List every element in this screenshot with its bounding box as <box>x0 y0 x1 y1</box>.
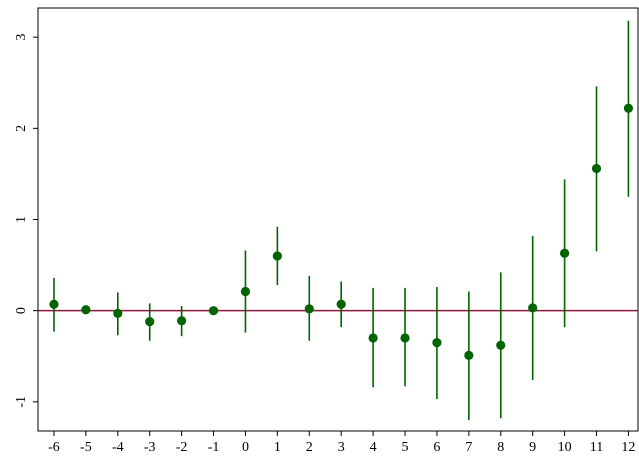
point-estimate <box>240 286 251 297</box>
plot-frame <box>37 7 639 432</box>
point-estimate <box>400 333 410 343</box>
point-estimate <box>113 308 123 318</box>
point-estimate <box>432 337 442 348</box>
x-tick-label: 4 <box>370 440 377 455</box>
y-tick-label: 2 <box>14 125 29 132</box>
x-tick-label: -4 <box>112 440 124 455</box>
x-tick-label: 8 <box>497 440 504 455</box>
x-tick-label: 9 <box>529 440 536 455</box>
point-estimate <box>304 304 314 314</box>
point-estimate <box>496 340 506 350</box>
x-tick-label: -5 <box>80 440 92 455</box>
x-tick-label: 0 <box>242 440 249 455</box>
x-tick-label: 7 <box>465 440 472 455</box>
x-tick-label: 6 <box>433 440 440 455</box>
x-tick-label: -1 <box>208 440 220 455</box>
x-tick-label: 12 <box>621 440 635 455</box>
point-estimate <box>528 303 538 313</box>
point-estimate <box>559 248 570 258</box>
point-estimate <box>177 316 187 326</box>
confidence-intervals <box>53 20 630 421</box>
y-tick-label: -1 <box>14 396 29 408</box>
x-axis: -6 -5 -4 -3 -2 -1 0 1 2 3 4 5 6 7 8 9 10 11 12 <box>48 431 635 455</box>
point-estimate <box>49 299 59 309</box>
point-estimate <box>464 350 474 360</box>
x-tick-label: 5 <box>402 440 409 455</box>
point-estimate <box>623 103 634 113</box>
y-axis: -1 0 1 2 3 <box>14 34 38 408</box>
point-estimate <box>81 305 91 315</box>
point-estimate <box>336 299 346 309</box>
point-estimate <box>145 317 155 327</box>
x-tick-label: 3 <box>338 440 345 455</box>
y-tick-label: 3 <box>14 34 29 41</box>
y-tick-label: 0 <box>14 307 29 314</box>
point-estimate <box>208 306 219 316</box>
x-tick-label: 11 <box>590 440 603 455</box>
point-estimate <box>591 163 602 174</box>
x-tick-label: -6 <box>48 440 60 455</box>
x-tick-label: 2 <box>306 440 313 455</box>
x-tick-label: -2 <box>176 440 188 455</box>
x-tick-label: -3 <box>144 440 156 455</box>
x-tick-label: 1 <box>274 440 281 455</box>
x-tick-label: 10 <box>558 440 572 455</box>
point-estimate <box>272 251 282 261</box>
point-estimates <box>49 103 634 360</box>
point-estimate <box>368 333 378 343</box>
y-tick-label: 1 <box>14 216 29 223</box>
